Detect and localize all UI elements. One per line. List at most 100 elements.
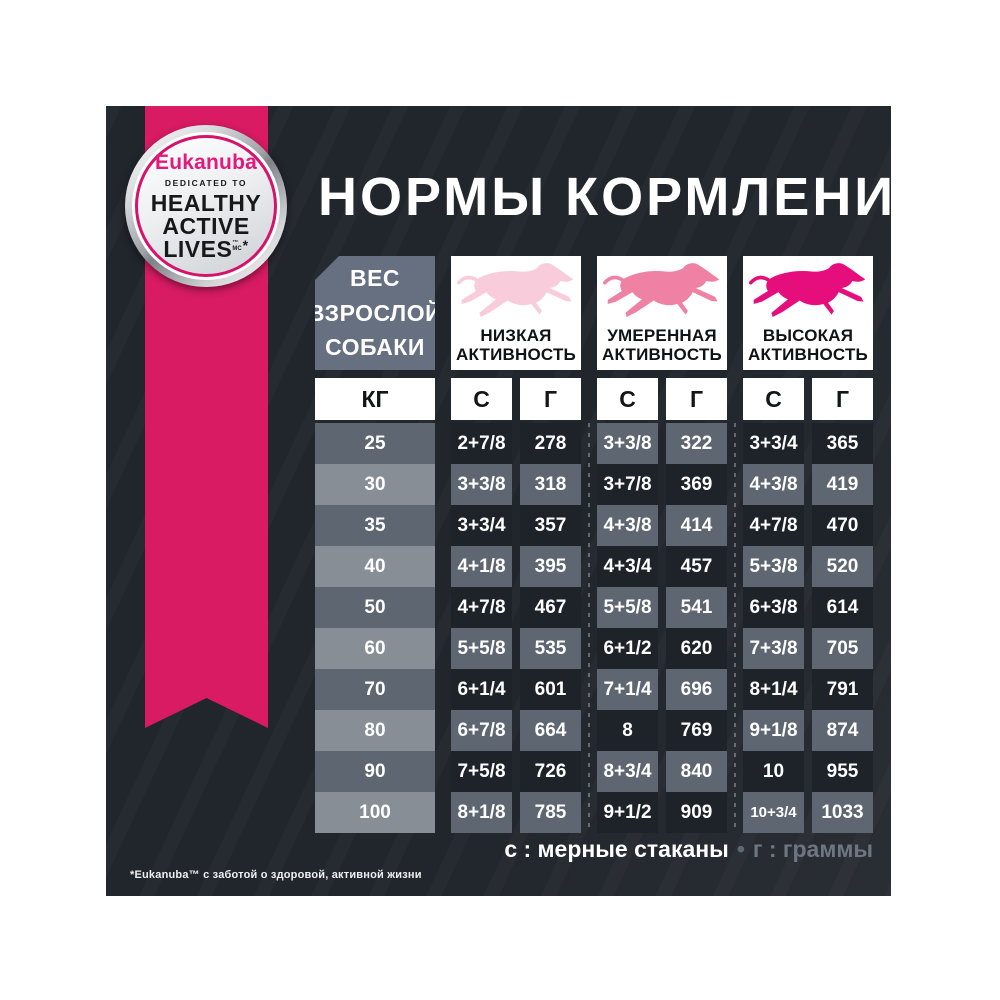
high-grams-cell: 365 (812, 423, 873, 464)
activity-label-line: УМЕРЕННАЯ (607, 325, 717, 345)
badge-active-text: ACTIVE (162, 213, 250, 239)
group-divider-dashed (588, 423, 590, 833)
badge-ring: Eukanuba DEDICATED TO HEALTHY ACTIVE LIV… (132, 132, 280, 280)
moderate-grams-cell: 620 (666, 628, 727, 669)
weight-header-line: СОБАКИ (325, 334, 425, 361)
high-cups-cell: 4+7/8 (743, 505, 804, 546)
running-dog-icon (451, 256, 581, 326)
low-cups-cell: 4+7/8 (451, 587, 512, 628)
table-body: 25 2+7/8 278 3+3/8 322 3+3/4 365 30 3+3/… (315, 423, 873, 833)
low-cups-cell: 4+1/8 (451, 546, 512, 587)
table-row: 25 2+7/8 278 3+3/8 322 3+3/4 365 (315, 423, 873, 464)
weight-header-line: ВЕС (349, 265, 401, 292)
moderate-cups-cell: 5+5/8 (597, 587, 658, 628)
high-grams-cell: 1033 (812, 792, 873, 833)
legend-cups: с : мерные стаканы (504, 836, 729, 862)
badge-face: Eukanuba DEDICATED TO HEALTHY ACTIVE LIV… (135, 135, 277, 277)
trademark-mark: ™ MC (232, 240, 241, 252)
table-header-row: ВЕС ВЗРОСЛОЙ СОБАКИ НИЗКАЯ АКТИВНОСТЬ (315, 256, 873, 370)
moderate-cups-cell: 4+3/8 (597, 505, 658, 546)
low-cups-cell: 6+1/4 (451, 669, 512, 710)
kg-unit-cell: КГ (315, 378, 435, 420)
activity-label-low: НИЗКАЯ АКТИВНОСТЬ (456, 326, 576, 364)
weight-cell: 35 (315, 505, 435, 546)
badge-healthy-text: HEALTHY (150, 190, 262, 216)
grams-unit-cell: Г (520, 378, 581, 420)
table-row: 70 6+1/4 601 7+1/4 696 8+1/4 791 (315, 669, 873, 710)
badge-lives-line: LIVES ™ MC * (163, 238, 248, 261)
high-grams-cell: 614 (812, 587, 873, 628)
dark-panel: Eukanuba DEDICATED TO HEALTHY ACTIVE LIV… (106, 106, 891, 896)
moderate-cups-cell: 3+3/8 (597, 423, 658, 464)
low-cups-cell: 2+7/8 (451, 423, 512, 464)
table-row: 90 7+5/8 726 8+3/4 840 10 955 (315, 751, 873, 792)
high-cups-cell: 4+3/8 (743, 464, 804, 505)
table-row: 100 8+1/8 785 9+1/2 909 10+3/4 1033 (315, 792, 873, 833)
moderate-cups-cell: 3+7/8 (597, 464, 658, 505)
moderate-cups-cell: 6+1/2 (597, 628, 658, 669)
weight-cell: 80 (315, 710, 435, 751)
low-grams-cell: 278 (520, 423, 581, 464)
moderate-grams-cell: 457 (666, 546, 727, 587)
moderate-grams-cell: 909 (666, 792, 727, 833)
moderate-grams-cell: 840 (666, 751, 727, 792)
high-cups-cell: 3+3/4 (743, 423, 804, 464)
group-divider-dashed (734, 423, 736, 833)
high-grams-cell: 419 (812, 464, 873, 505)
table-row: 30 3+3/8 318 3+7/8 369 4+3/8 419 (315, 464, 873, 505)
low-grams-cell: 395 (520, 546, 581, 587)
low-grams-cell: 726 (520, 751, 581, 792)
activity-header-high: ВЫСОКАЯ АКТИВНОСТЬ (743, 256, 873, 370)
high-cups-cell: 10+3/4 (743, 792, 804, 833)
weight-cell: 30 (315, 464, 435, 505)
moderate-grams-cell: 414 (666, 505, 727, 546)
moderate-cups-cell: 8+3/4 (597, 751, 658, 792)
badge-dedicated-text: DEDICATED TO (164, 178, 248, 188)
low-grams-cell: 318 (520, 464, 581, 505)
activity-label-line: ВЫСОКАЯ (762, 325, 854, 345)
moderate-grams-cell: 769 (666, 710, 727, 751)
running-dog-icon (597, 256, 727, 326)
trademark-footnote: *Eukanuba™ с заботой о здоровой, активно… (130, 869, 422, 881)
grams-unit-cell: Г (666, 378, 727, 420)
low-cups-cell: 7+5/8 (451, 751, 512, 792)
asterisk: * (242, 237, 249, 253)
low-grams-cell: 357 (520, 505, 581, 546)
low-cups-cell: 6+7/8 (451, 710, 512, 751)
moderate-cups-cell: 4+3/4 (597, 546, 658, 587)
low-cups-cell: 5+5/8 (451, 628, 512, 669)
weight-header-line: ВЗРОСЛОЙ (307, 299, 443, 326)
grams-unit-cell: Г (812, 378, 873, 420)
low-cups-cell: 8+1/8 (451, 792, 512, 833)
high-cups-cell: 6+3/8 (743, 587, 804, 628)
legend-separator-dot: • (736, 836, 745, 862)
high-grams-cell: 874 (812, 710, 873, 751)
table-row: 35 3+3/4 357 4+3/8 414 4+7/8 470 (315, 505, 873, 546)
low-grams-cell: 535 (520, 628, 581, 669)
activity-label-moderate: УМЕРЕННАЯ АКТИВНОСТЬ (602, 326, 722, 364)
units-row: КГ С Г С Г С Г (315, 378, 873, 420)
cups-unit-cell: С (597, 378, 658, 420)
weight-header-cell: ВЕС ВЗРОСЛОЙ СОБАКИ (315, 256, 435, 370)
low-grams-cell: 785 (520, 792, 581, 833)
high-cups-cell: 7+3/8 (743, 628, 804, 669)
moderate-cups-cell: 9+1/2 (597, 792, 658, 833)
high-grams-cell: 791 (812, 669, 873, 710)
activity-label-line: НИЗКАЯ (480, 325, 552, 345)
activity-label-high: ВЫСОКАЯ АКТИВНОСТЬ (748, 326, 868, 364)
high-grams-cell: 470 (812, 505, 873, 546)
weight-cell: 90 (315, 751, 435, 792)
low-grams-cell: 467 (520, 587, 581, 628)
moderate-grams-cell: 696 (666, 669, 727, 710)
feeding-table: ВЕС ВЗРОСЛОЙ СОБАКИ НИЗКАЯ АКТИВНОСТЬ (315, 256, 873, 833)
low-cups-cell: 3+3/8 (451, 464, 512, 505)
moderate-cups-cell: 8 (597, 710, 658, 751)
activity-header-low: НИЗКАЯ АКТИВНОСТЬ (451, 256, 581, 370)
high-grams-cell: 520 (812, 546, 873, 587)
weight-cell: 25 (315, 423, 435, 464)
activity-header-moderate: УМЕРЕННАЯ АКТИВНОСТЬ (597, 256, 727, 370)
table-row: 40 4+1/8 395 4+3/4 457 5+3/8 520 (315, 546, 873, 587)
weight-cell: 70 (315, 669, 435, 710)
moderate-grams-cell: 322 (666, 423, 727, 464)
